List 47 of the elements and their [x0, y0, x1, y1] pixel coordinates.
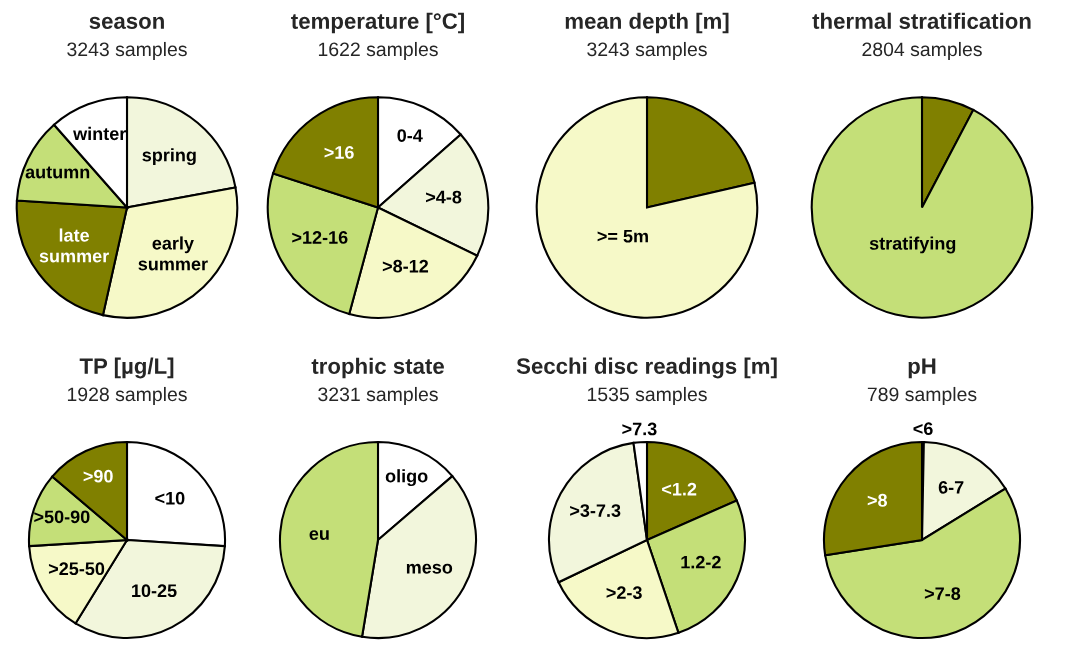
- chart-title: mean depth [m]: [565, 12, 729, 34]
- slice-label: >7-8: [924, 587, 961, 600]
- chart-subtitle: 1928 samples: [67, 386, 187, 406]
- chart-subtitle: 3243 samples: [67, 41, 187, 61]
- slice-label: late summer: [39, 228, 109, 263]
- slice-label: early summer: [138, 236, 208, 271]
- slice-label: <10: [155, 491, 185, 505]
- chart-title: trophic state: [311, 357, 444, 379]
- slice-label: <6: [913, 422, 933, 436]
- pie-slice: [535, 96, 759, 319]
- slice-label: >7.3: [622, 422, 657, 436]
- chart-title: season: [89, 16, 164, 29]
- slice-label: >90: [83, 469, 113, 483]
- chart-subtitle: 3231 samples: [318, 386, 438, 406]
- chart-title: temperature [°C]: [291, 12, 464, 34]
- chart-title: TP [µg/L]: [79, 357, 174, 379]
- slice-label: >4-8: [426, 190, 462, 204]
- pie-slice: [810, 96, 1034, 319]
- chart-subtitle: 789 samples: [867, 386, 977, 406]
- slice-label: >8-12: [382, 259, 429, 273]
- slice-label: >3-7.3: [570, 504, 621, 518]
- chart-title: thermal stratification: [812, 12, 1031, 29]
- slice-label: >12-16: [292, 231, 348, 244]
- chart-subtitle: 1535 samples: [587, 386, 707, 406]
- slice-label: oligo: [385, 469, 428, 487]
- slice-label: 1.2-2: [681, 555, 721, 569]
- slice-label: >25-50: [48, 562, 105, 576]
- slice-label: spring: [142, 148, 196, 166]
- slice-label: 0-4: [397, 129, 423, 142]
- chart-subtitle: 2804 samples: [862, 41, 982, 61]
- chart-subtitle: 1622 samples: [318, 41, 438, 61]
- chart-title: Secchi disc readings [m]: [516, 357, 777, 379]
- chart-title: pH: [908, 358, 936, 379]
- slice-label: <1.2: [662, 482, 697, 496]
- slice-label: >16: [324, 146, 354, 159]
- slice-label: autumn: [25, 166, 90, 179]
- slice-label: >2-3: [606, 586, 642, 600]
- slice-label: winter: [73, 126, 127, 141]
- slice-label: >8: [867, 493, 888, 507]
- slice-label: >= 5m: [597, 229, 648, 243]
- slice-label: eu: [309, 530, 329, 541]
- slice-label: 10-25: [132, 584, 177, 598]
- slice-label: 6-7: [938, 480, 964, 494]
- chart-subtitle: 3243 samples: [587, 41, 707, 61]
- slice-label: meso: [406, 563, 453, 574]
- slice-label: stratifying: [869, 236, 956, 254]
- slice-label: >50-90: [34, 510, 90, 524]
